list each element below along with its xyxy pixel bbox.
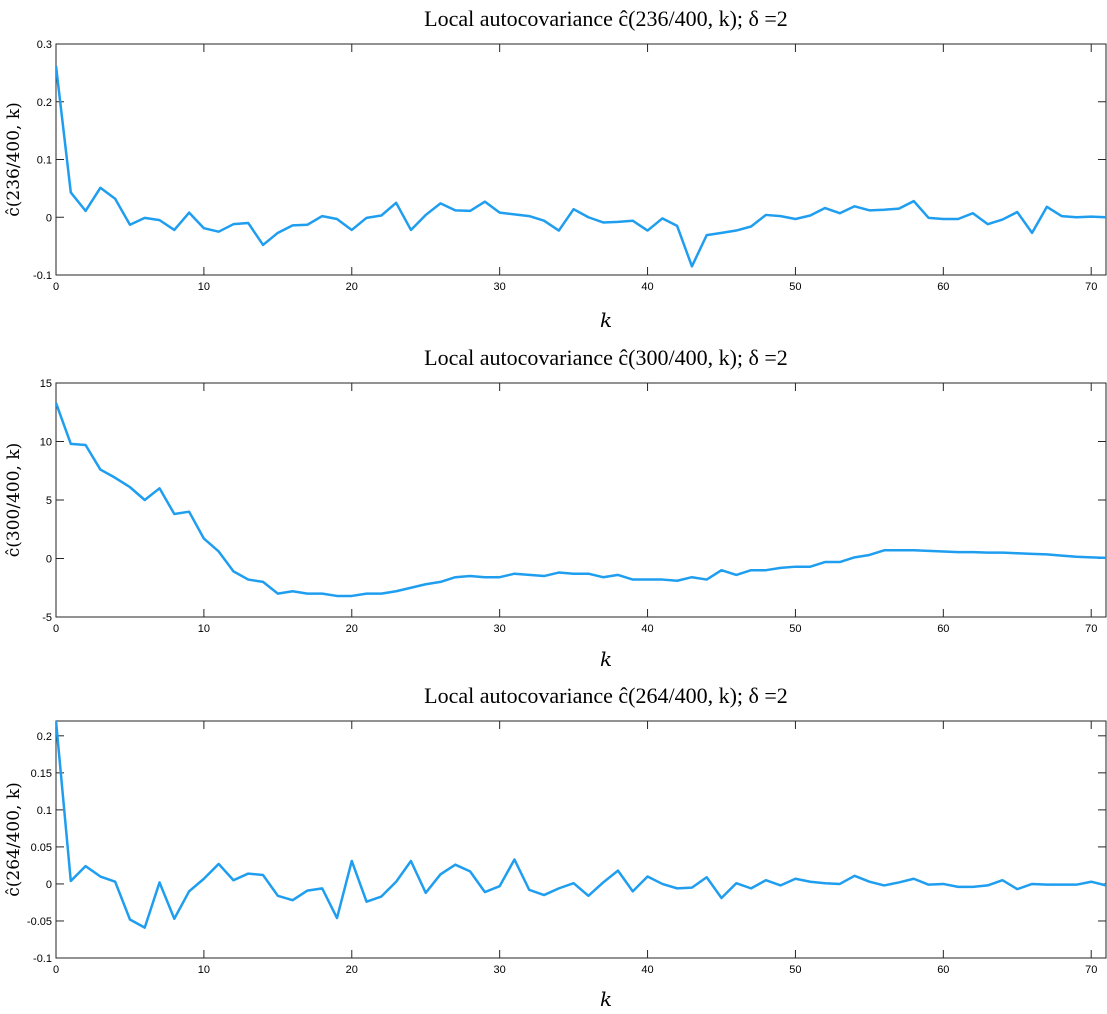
chart-2-x-tick-label: 10 xyxy=(198,623,210,635)
chart-1-plot-area xyxy=(55,43,1107,276)
chart-3-y-tick-label: 0.1 xyxy=(37,805,52,817)
chart-3-x-axis-label: k xyxy=(600,987,612,1011)
chart-3-y-axis-label: ĉ(264/400, k) xyxy=(4,782,24,897)
chart-3-plot-area xyxy=(55,720,1107,959)
chart-3-x-tick-label: 50 xyxy=(789,964,801,976)
chart-2-y-tick-label: 0 xyxy=(46,554,52,566)
chart-3-y-tick-label: -0.1 xyxy=(33,953,52,965)
chart-1-y-tick-label: 0 xyxy=(46,212,52,224)
chart-3-x-tick-label: 0 xyxy=(53,964,59,976)
chart-2-y-tick-label: 15 xyxy=(40,378,52,390)
chart-2-x-tick-label: 60 xyxy=(937,623,949,635)
chart-1-x-tick-label: 30 xyxy=(494,281,506,293)
chart-3: 0 10 20 30 40 50 60 70 -0.1 -0.05 0 0.05 0.1 0.15 0.2 L… xyxy=(4,683,1107,1011)
chart-1-y-tick-label: 0.2 xyxy=(37,97,52,109)
chart-2-x-tick-label: 20 xyxy=(346,623,358,635)
chart-1-x-tick-label: 70 xyxy=(1085,281,1097,293)
chart-2-series-line xyxy=(56,402,1106,598)
chart-2-y-axis-label: ĉ(300/400, k) xyxy=(4,443,24,558)
chart-3-title: Local autocovariance ĉ(264/400, k); δ =2 xyxy=(424,683,788,708)
chart-1-y-tick-label: -0.1 xyxy=(33,270,52,282)
chart-1-y-tick-label: 0.3 xyxy=(37,39,52,51)
chart-2-plot-area xyxy=(55,382,1107,618)
chart-3-x-tick-label: 10 xyxy=(198,964,210,976)
chart-3-x-tick-label: 20 xyxy=(346,964,358,976)
chart-3-y-tick-label: -0.05 xyxy=(27,916,52,928)
chart-3-y-tick-label: 0 xyxy=(46,879,52,891)
chart-3-x-tick-label: 40 xyxy=(641,964,653,976)
chart-1-x-axis-label: k xyxy=(600,308,612,332)
chart-2-x-tick-label: 70 xyxy=(1085,623,1097,635)
chart-2-x-tick-label: 0 xyxy=(53,623,59,635)
chart-2-y-tick-label: -5 xyxy=(42,612,52,624)
chart-2-y-tick-label: 5 xyxy=(46,495,52,507)
chart-1-y-tick-label: 0.1 xyxy=(37,155,52,167)
chart-2-x-axis-label: k xyxy=(600,647,612,671)
chart-3-x-tick-label: 60 xyxy=(937,964,949,976)
chart-1-x-tick-label: 40 xyxy=(641,281,653,293)
chart-3-series-line xyxy=(56,721,1106,929)
chart-1-series-line xyxy=(56,65,1106,268)
chart-3-y-tick-label: 0.05 xyxy=(31,842,52,854)
chart-1-x-tick-label: 20 xyxy=(346,281,358,293)
chart-2-y-tick-label: 10 xyxy=(40,437,52,449)
chart-1-x-tick-label: 60 xyxy=(937,281,949,293)
chart-3-y-tick-label: 0.15 xyxy=(31,768,52,780)
chart-2-x-tick-label: 30 xyxy=(494,623,506,635)
chart-2-x-tick-label: 50 xyxy=(789,623,801,635)
chart-3-y-tick-label: 0.2 xyxy=(37,731,52,743)
chart-1-x-tick-label: 10 xyxy=(198,281,210,293)
chart-2-x-tick-label: 40 xyxy=(641,623,653,635)
chart-2-title: Local autocovariance ĉ(300/400, k); δ =2 xyxy=(424,345,788,370)
chart-1-x-tick-label: 0 xyxy=(53,281,59,293)
chart-3-x-tick-label: 70 xyxy=(1085,964,1097,976)
chart-3-x-tick-label: 30 xyxy=(494,964,506,976)
chart-1-title: Local autocovariance ĉ(236/400, k); δ =2 xyxy=(424,6,788,31)
chart-1-y-axis-label: ĉ(236/400, k) xyxy=(4,102,24,217)
chart-1-x-tick-label: 50 xyxy=(789,281,801,293)
